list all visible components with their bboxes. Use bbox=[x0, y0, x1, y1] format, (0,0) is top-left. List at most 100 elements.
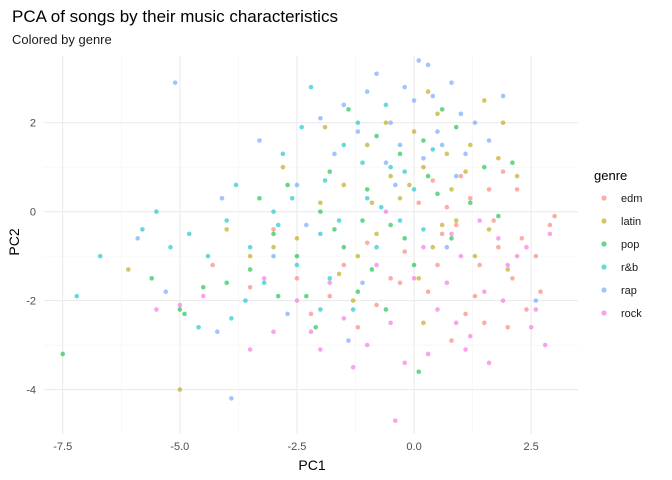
data-point-edm bbox=[327, 293, 333, 299]
data-point-pop bbox=[332, 227, 337, 232]
data-point-pop bbox=[496, 213, 501, 219]
data-point-pop bbox=[360, 218, 365, 223]
data-point-rock bbox=[425, 351, 431, 357]
data-point-rap bbox=[500, 93, 506, 99]
data-point-rock bbox=[350, 364, 356, 370]
data-point-rb bbox=[318, 307, 323, 312]
data-point-rb bbox=[280, 151, 286, 157]
data-point-rb bbox=[350, 307, 356, 312]
data-point-rock bbox=[528, 324, 534, 330]
data-point-latin bbox=[435, 111, 440, 117]
data-point-pop bbox=[313, 324, 318, 330]
data-point-latin bbox=[126, 267, 131, 272]
data-point-rap bbox=[318, 115, 323, 121]
data-point-edm bbox=[524, 307, 529, 312]
data-point-rb bbox=[421, 227, 426, 232]
data-point-latin bbox=[318, 200, 323, 206]
data-point-rap bbox=[393, 182, 398, 188]
data-point-pop bbox=[341, 244, 347, 250]
data-point-rap bbox=[439, 142, 445, 148]
data-point-rb bbox=[74, 293, 80, 299]
data-point-edm bbox=[477, 262, 482, 268]
data-point-edm bbox=[472, 293, 478, 299]
data-point-latin bbox=[224, 227, 229, 232]
data-point-latin bbox=[514, 173, 520, 179]
chart-title: PCA of songs by their music characterist… bbox=[12, 7, 338, 26]
data-point-pop bbox=[224, 280, 229, 286]
data-point-rb bbox=[261, 280, 267, 286]
data-point-rb bbox=[154, 209, 159, 214]
data-point-rock bbox=[388, 320, 393, 326]
data-point-pop bbox=[257, 196, 262, 201]
data-point-latin bbox=[421, 164, 426, 170]
data-point-rb bbox=[196, 324, 201, 330]
data-point-latin bbox=[247, 253, 253, 259]
data-point-pop bbox=[510, 160, 515, 166]
data-point-rock bbox=[486, 360, 492, 366]
data-point-edm bbox=[210, 262, 215, 268]
data-point-latin bbox=[421, 320, 426, 326]
data-point-rb bbox=[243, 298, 248, 303]
data-point-latin bbox=[355, 253, 361, 259]
data-point-pop bbox=[275, 293, 281, 299]
legend-label: edm bbox=[621, 193, 642, 205]
data-point-pop bbox=[318, 209, 323, 214]
data-point-edm bbox=[491, 218, 496, 223]
data-point-pop bbox=[439, 107, 445, 112]
data-point-edm bbox=[496, 244, 501, 250]
data-point-latin bbox=[407, 182, 412, 188]
data-point-latin bbox=[350, 298, 356, 303]
data-point-rock bbox=[200, 293, 206, 299]
data-point-rap bbox=[219, 196, 225, 201]
data-point-rb bbox=[205, 253, 211, 259]
data-point-rb bbox=[383, 102, 389, 108]
data-point-rap bbox=[383, 160, 389, 166]
data-point-rock bbox=[261, 276, 267, 281]
data-point-rb bbox=[364, 196, 370, 201]
legend-key-edm bbox=[601, 195, 607, 201]
data-point-edm bbox=[519, 236, 525, 241]
data-point-pop bbox=[294, 253, 300, 259]
data-point-rb bbox=[294, 262, 300, 268]
data-point-rb bbox=[289, 196, 295, 201]
data-point-rb bbox=[271, 209, 276, 214]
data-point-edm bbox=[463, 311, 468, 317]
data-point-latin bbox=[322, 124, 328, 130]
data-point-edm bbox=[247, 284, 253, 290]
data-point-latin bbox=[453, 218, 459, 223]
data-point-rock bbox=[421, 244, 426, 250]
data-point-latin bbox=[505, 267, 511, 272]
data-point-rb bbox=[97, 253, 103, 259]
data-point-rap bbox=[271, 253, 276, 259]
data-point-rock bbox=[341, 316, 347, 321]
data-point-latin bbox=[472, 253, 478, 259]
data-point-latin bbox=[486, 227, 492, 232]
data-point-rb bbox=[397, 218, 403, 223]
data-point-edm bbox=[538, 289, 543, 294]
data-point-latin bbox=[496, 155, 501, 161]
data-point-rb bbox=[355, 120, 361, 126]
data-point-rock bbox=[435, 307, 440, 312]
data-point-pop bbox=[425, 173, 431, 179]
data-point-rap bbox=[453, 173, 459, 179]
legend-key-pop bbox=[601, 241, 607, 247]
legend-label: pop bbox=[621, 239, 639, 251]
y-tick-label: 2 bbox=[30, 118, 36, 130]
data-point-rb bbox=[308, 84, 314, 90]
legend-key-latin bbox=[601, 218, 607, 224]
x-axis-title: PC1 bbox=[298, 457, 325, 473]
data-point-rb bbox=[299, 124, 304, 130]
data-point-rb bbox=[388, 164, 393, 170]
data-point-rb bbox=[233, 182, 239, 188]
data-point-rock bbox=[327, 280, 333, 286]
data-point-pop bbox=[149, 276, 155, 281]
data-point-edm bbox=[486, 187, 492, 192]
data-point-latin bbox=[177, 387, 183, 392]
data-point-edm bbox=[467, 196, 473, 201]
data-point-rap bbox=[486, 138, 492, 143]
data-point-rb bbox=[224, 218, 229, 223]
data-point-rock bbox=[477, 218, 482, 223]
data-point-rap bbox=[388, 120, 393, 126]
data-point-rap bbox=[172, 80, 178, 85]
data-point-rap bbox=[257, 138, 262, 143]
